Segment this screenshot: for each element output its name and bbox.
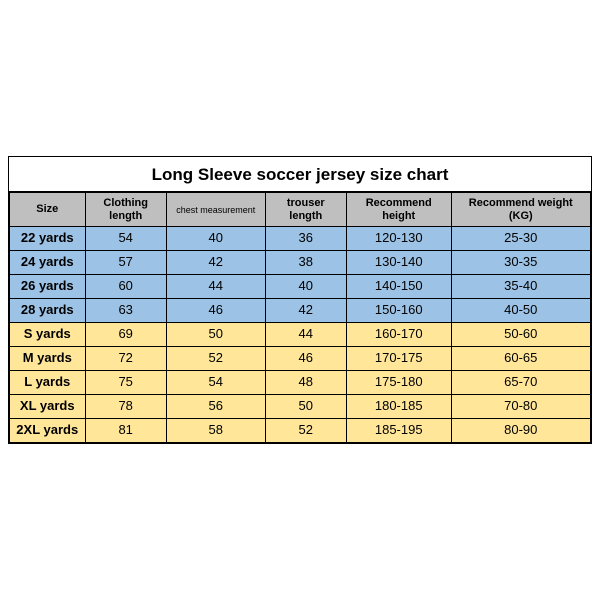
cell: 42 <box>166 251 265 275</box>
cell: 42 <box>265 299 346 323</box>
table-row: 24 yards574238130-14030-35 <box>10 251 591 275</box>
cell: 54 <box>85 227 166 251</box>
table-row: 28 yards634642150-16040-50 <box>10 299 591 323</box>
cell-size: M yards <box>10 347 86 371</box>
cell: 180-185 <box>346 394 451 418</box>
cell-size: 28 yards <box>10 299 86 323</box>
cell: 63 <box>85 299 166 323</box>
cell: 44 <box>265 323 346 347</box>
cell-size: 24 yards <box>10 251 86 275</box>
cell: 75 <box>85 371 166 395</box>
cell: 140-150 <box>346 275 451 299</box>
cell: 25-30 <box>451 227 590 251</box>
cell: 170-175 <box>346 347 451 371</box>
cell: 150-160 <box>346 299 451 323</box>
cell: 78 <box>85 394 166 418</box>
cell: 48 <box>265 371 346 395</box>
cell: 52 <box>166 347 265 371</box>
cell: 40 <box>265 275 346 299</box>
cell: 56 <box>166 394 265 418</box>
cell: 60 <box>85 275 166 299</box>
table-row: M yards725246170-17560-65 <box>10 347 591 371</box>
cell: 65-70 <box>451 371 590 395</box>
cell: 58 <box>166 418 265 442</box>
size-table: Size Clothing length chest measurement t… <box>9 192 591 443</box>
col-chest-measurement: chest measurement <box>166 193 265 227</box>
cell: 46 <box>265 347 346 371</box>
col-recommend-weight: Recommend weight (KG) <box>451 193 590 227</box>
cell: 54 <box>166 371 265 395</box>
size-chart-card: Long Sleeve soccer jersey size chart Siz… <box>8 156 592 444</box>
col-clothing-length: Clothing length <box>85 193 166 227</box>
cell: 70-80 <box>451 394 590 418</box>
cell: 69 <box>85 323 166 347</box>
cell: 185-195 <box>346 418 451 442</box>
cell: 50 <box>265 394 346 418</box>
cell-size: 26 yards <box>10 275 86 299</box>
cell: 57 <box>85 251 166 275</box>
cell-size: XL yards <box>10 394 86 418</box>
cell: 46 <box>166 299 265 323</box>
cell: 50-60 <box>451 323 590 347</box>
cell: 81 <box>85 418 166 442</box>
cell: 130-140 <box>346 251 451 275</box>
cell: 80-90 <box>451 418 590 442</box>
cell: 60-65 <box>451 347 590 371</box>
cell: 175-180 <box>346 371 451 395</box>
cell: 50 <box>166 323 265 347</box>
col-size: Size <box>10 193 86 227</box>
cell: 160-170 <box>346 323 451 347</box>
cell: 52 <box>265 418 346 442</box>
cell-size: S yards <box>10 323 86 347</box>
table-row: 26 yards604440140-15035-40 <box>10 275 591 299</box>
table-header: Size Clothing length chest measurement t… <box>10 193 591 227</box>
table-body: 22 yards544036120-13025-30 24 yards57423… <box>10 227 591 442</box>
cell-size: L yards <box>10 371 86 395</box>
cell-size: 22 yards <box>10 227 86 251</box>
cell: 120-130 <box>346 227 451 251</box>
chart-title: Long Sleeve soccer jersey size chart <box>9 157 591 192</box>
cell: 72 <box>85 347 166 371</box>
cell: 35-40 <box>451 275 590 299</box>
cell: 40 <box>166 227 265 251</box>
table-row: L yards755448175-18065-70 <box>10 371 591 395</box>
cell: 44 <box>166 275 265 299</box>
cell: 30-35 <box>451 251 590 275</box>
col-recommend-height: Recommend height <box>346 193 451 227</box>
cell: 40-50 <box>451 299 590 323</box>
cell: 36 <box>265 227 346 251</box>
table-row: S yards695044160-17050-60 <box>10 323 591 347</box>
table-row: 2XL yards815852185-19580-90 <box>10 418 591 442</box>
cell: 38 <box>265 251 346 275</box>
col-trouser-length: trouser length <box>265 193 346 227</box>
cell-size: 2XL yards <box>10 418 86 442</box>
table-row: 22 yards544036120-13025-30 <box>10 227 591 251</box>
table-row: XL yards785650180-18570-80 <box>10 394 591 418</box>
